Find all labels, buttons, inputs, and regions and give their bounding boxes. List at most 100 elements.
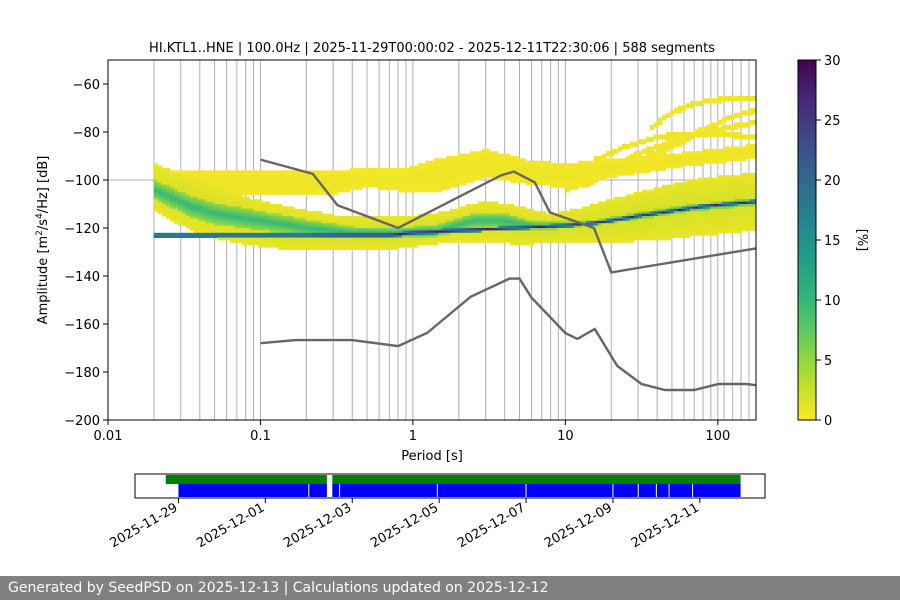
heatmap-cell: [701, 134, 707, 138]
heatmap-cell: [737, 201, 743, 205]
heatmap-cell: [285, 211, 291, 214]
heatmap-cell: [521, 232, 527, 236]
heatmap-cell: [649, 189, 655, 193]
heatmap-cell: [753, 189, 756, 193]
heatmap-cell: [641, 216, 647, 219]
heatmap-cell: [305, 211, 311, 214]
heatmap-cell: [589, 165, 595, 169]
heatmap-cell: [333, 235, 339, 238]
heatmap-cell: [461, 240, 467, 243]
heatmap-cell: [685, 196, 691, 200]
heatmap-cell: [457, 228, 463, 231]
heatmap-cell: [693, 204, 699, 207]
heatmap-cell: [309, 232, 315, 236]
heatmap-cell: [749, 184, 755, 188]
heatmap-cell: [605, 208, 611, 212]
heatmap-cell: [581, 208, 587, 212]
heatmap-cell: [209, 199, 215, 202]
heatmap-cell: [393, 172, 399, 176]
heatmap-cell: [469, 223, 475, 226]
heatmap-cell: [501, 216, 507, 219]
heatmap-cell: [393, 232, 399, 236]
heatmap-cell: [305, 177, 311, 181]
heatmap-cell: [185, 216, 191, 219]
heatmap-cell: [721, 189, 727, 193]
heatmap-cell: [369, 230, 375, 234]
heatmap-cell: [465, 225, 471, 229]
heatmap-cell: [325, 235, 331, 238]
heatmap-cell: [573, 208, 579, 212]
heatmap-cell: [197, 189, 203, 193]
heatmap-cell: [297, 213, 303, 217]
heatmap-cell: [245, 204, 251, 207]
heatmap-cell: [405, 184, 411, 188]
heatmap-cell: [373, 235, 379, 238]
heatmap-cell: [297, 172, 303, 176]
heatmap-cell: [361, 180, 367, 183]
heatmap-cell: [401, 240, 407, 243]
heatmap-cell: [213, 192, 219, 195]
heatmap-cell: [245, 172, 251, 176]
heatmap-cell: [509, 223, 515, 226]
heatmap-cell: [637, 237, 643, 241]
heatmap-cell: [425, 172, 431, 176]
heatmap-cell: [165, 232, 171, 236]
heatmap-cell: [725, 98, 731, 102]
heatmap-cell: [513, 177, 519, 181]
heatmap-cell: [689, 192, 695, 195]
heatmap-cell: [569, 182, 575, 186]
heatmap-cell: [293, 232, 299, 236]
heatmap-cell: [737, 192, 743, 195]
heatmap-cell: [289, 242, 295, 246]
heatmap-cell: [253, 218, 259, 222]
heatmap-cell: [425, 240, 431, 243]
heatmap-cell: [665, 196, 671, 200]
heatmap-cell: [197, 208, 203, 212]
heatmap-cell: [405, 177, 411, 181]
heatmap-cell: [661, 237, 667, 241]
heatmap-cell: [233, 184, 239, 188]
heatmap-cell: [653, 146, 659, 150]
heatmap-cell: [689, 230, 695, 234]
heatmap-cell: [665, 237, 671, 241]
heatmap-cell: [265, 220, 271, 224]
heatmap-cell: [369, 218, 375, 222]
heatmap-cell: [517, 225, 523, 229]
heatmap-cell: [645, 165, 651, 169]
heatmap-cell: [209, 216, 215, 219]
heatmap-cell: [501, 177, 507, 181]
heatmap-cell: [253, 232, 259, 236]
heatmap-cell: [697, 216, 703, 219]
heatmap-cell: [533, 170, 539, 174]
heatmap-cell: [517, 213, 523, 217]
heatmap-cell: [665, 235, 671, 238]
heatmap-cell: [329, 177, 335, 181]
heatmap-cell: [273, 242, 279, 246]
heatmap-cell: [357, 237, 363, 241]
heatmap-cell: [553, 165, 559, 169]
heatmap-cell: [601, 177, 607, 181]
heatmap-cell: [241, 184, 247, 188]
heatmap-cell: [341, 182, 347, 186]
heatmap-cell: [269, 223, 275, 226]
heatmap-cell: [437, 189, 443, 193]
heatmap-cell: [497, 216, 503, 219]
heatmap-cell: [221, 225, 227, 229]
heatmap-cell: [333, 242, 339, 246]
heatmap-cell: [317, 225, 323, 229]
heatmap-cell: [301, 220, 307, 224]
heatmap-cell: [333, 187, 339, 190]
heatmap-cell: [469, 165, 475, 169]
heatmap-cell: [273, 220, 279, 224]
heatmap-cell: [541, 240, 547, 243]
heatmap-cell: [197, 230, 203, 234]
heatmap-cell: [257, 216, 263, 219]
heatmap-cell: [397, 184, 403, 188]
heatmap-cell: [737, 220, 743, 224]
heatmap-cell: [729, 158, 735, 162]
heatmap-cell: [217, 232, 223, 236]
heatmap-cell: [197, 204, 203, 207]
heatmap-cell: [585, 213, 591, 217]
heatmap-cell: [417, 182, 423, 186]
heatmap-cell: [609, 240, 615, 243]
